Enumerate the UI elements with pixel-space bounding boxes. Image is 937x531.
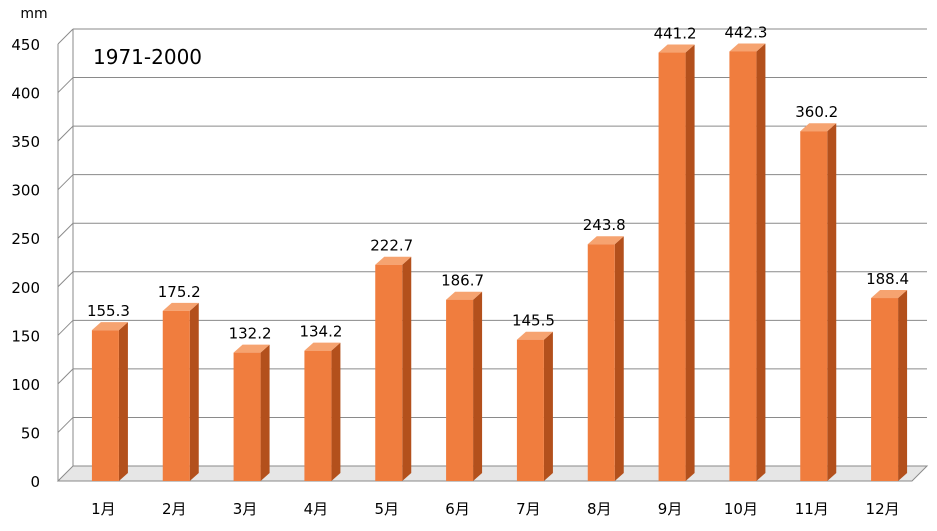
bar (304, 342, 341, 481)
y-tick-label: 200 (11, 279, 40, 297)
bar-top (516, 331, 553, 340)
y-tick-label: 0 (30, 473, 40, 491)
gridline-diagonal (57, 28, 74, 45)
bar-side (685, 44, 695, 481)
bar-front (729, 51, 757, 482)
labels-layer: 155.3 1月 175.2 2月 132.2 3月 134.2 4月 222.7 5月 186.7… (87, 23, 909, 518)
bars-layer (91, 43, 908, 482)
data-label: 145.5 (512, 312, 555, 330)
chart-floor (56, 465, 929, 482)
y-tick-label: 300 (11, 182, 40, 200)
bar-front (446, 299, 474, 481)
bar-front (658, 52, 686, 481)
bar-side (614, 236, 624, 481)
chart-title: 1971-2000 (93, 45, 202, 69)
bar-side (331, 342, 341, 481)
bar-side (543, 331, 553, 481)
gridline-diagonal (57, 271, 74, 288)
bar-top (658, 44, 695, 53)
bar (729, 43, 766, 482)
bar-top (375, 256, 412, 265)
y-tick-label: 350 (11, 133, 40, 151)
y-tick-label: 150 (11, 327, 40, 345)
data-label: 186.7 (441, 272, 484, 290)
bar-side (118, 322, 128, 481)
bar (375, 256, 412, 481)
bar (658, 44, 695, 481)
bar-top (729, 43, 766, 52)
gridline-diagonal (57, 174, 74, 191)
gridline-diagonal (57, 222, 74, 239)
x-tick-label: 5月 (374, 500, 399, 518)
x-tick-label: 11月 (795, 500, 829, 518)
bar-side (756, 43, 766, 482)
data-label: 134.2 (299, 323, 342, 341)
x-tick-label: 12月 (866, 500, 900, 518)
x-tick-label: 10月 (724, 500, 758, 518)
axis-layer: 0 50 100 150 200 250 300 350 400 450 (11, 36, 59, 491)
bar (162, 302, 199, 481)
bar-front (91, 330, 119, 481)
bar-top (304, 342, 341, 351)
bar (233, 344, 270, 481)
bar-front (375, 264, 403, 481)
bar-side (189, 302, 199, 481)
y-tick-label: 100 (11, 376, 40, 394)
x-tick-label: 2月 (162, 500, 187, 518)
data-label: 442.3 (724, 23, 767, 41)
x-tick-label: 4月 (304, 500, 329, 518)
bar-front (304, 350, 332, 481)
bar-top (587, 236, 624, 245)
bar (871, 290, 908, 481)
bar (516, 331, 553, 481)
x-tick-label: 9月 (658, 500, 683, 518)
gridline-diagonal (57, 368, 74, 385)
bar-front (516, 339, 544, 481)
bar (91, 322, 128, 481)
gridline-diagonal (57, 319, 74, 336)
y-tick-label: 50 (21, 424, 40, 442)
bar-top (91, 322, 128, 331)
bar-front (587, 244, 615, 481)
gridline-diagonal (57, 125, 74, 142)
bar-top (446, 291, 483, 300)
data-label: 222.7 (370, 237, 413, 255)
bar-top (871, 290, 908, 299)
bar (587, 236, 624, 481)
grid-layer (56, 28, 929, 482)
bar-front (233, 352, 261, 481)
bar-side (402, 256, 412, 481)
data-label: 441.2 (654, 25, 697, 43)
data-label: 132.2 (229, 325, 272, 343)
data-label: 155.3 (87, 302, 130, 320)
bar-side (260, 344, 270, 481)
bar-top (800, 123, 837, 132)
bar-front (871, 298, 899, 481)
bar-side (473, 291, 483, 481)
y-tick-label: 250 (11, 230, 40, 248)
bar-top (233, 344, 270, 353)
data-label: 175.2 (158, 283, 201, 301)
y-tick-label: 450 (11, 36, 40, 54)
x-tick-label: 6月 (445, 500, 470, 518)
x-tick-label: 7月 (516, 500, 541, 518)
bar (800, 123, 837, 481)
gridline-diagonal (57, 417, 74, 433)
bar-front (800, 131, 828, 481)
y-tick-label: 400 (11, 85, 40, 103)
data-label: 360.2 (795, 103, 838, 121)
bar-top (162, 302, 199, 311)
x-tick-label: 8月 (587, 500, 612, 518)
bar (446, 291, 483, 481)
x-tick-label: 1月 (91, 500, 116, 518)
x-tick-label: 3月 (233, 500, 258, 518)
y-axis-unit-label: mm (20, 6, 47, 22)
bar-side (827, 123, 837, 481)
bar-front (162, 310, 190, 481)
bar-side (898, 290, 908, 481)
data-label: 188.4 (866, 270, 909, 288)
gridline-diagonal (57, 77, 74, 93)
data-label: 243.8 (583, 216, 626, 234)
